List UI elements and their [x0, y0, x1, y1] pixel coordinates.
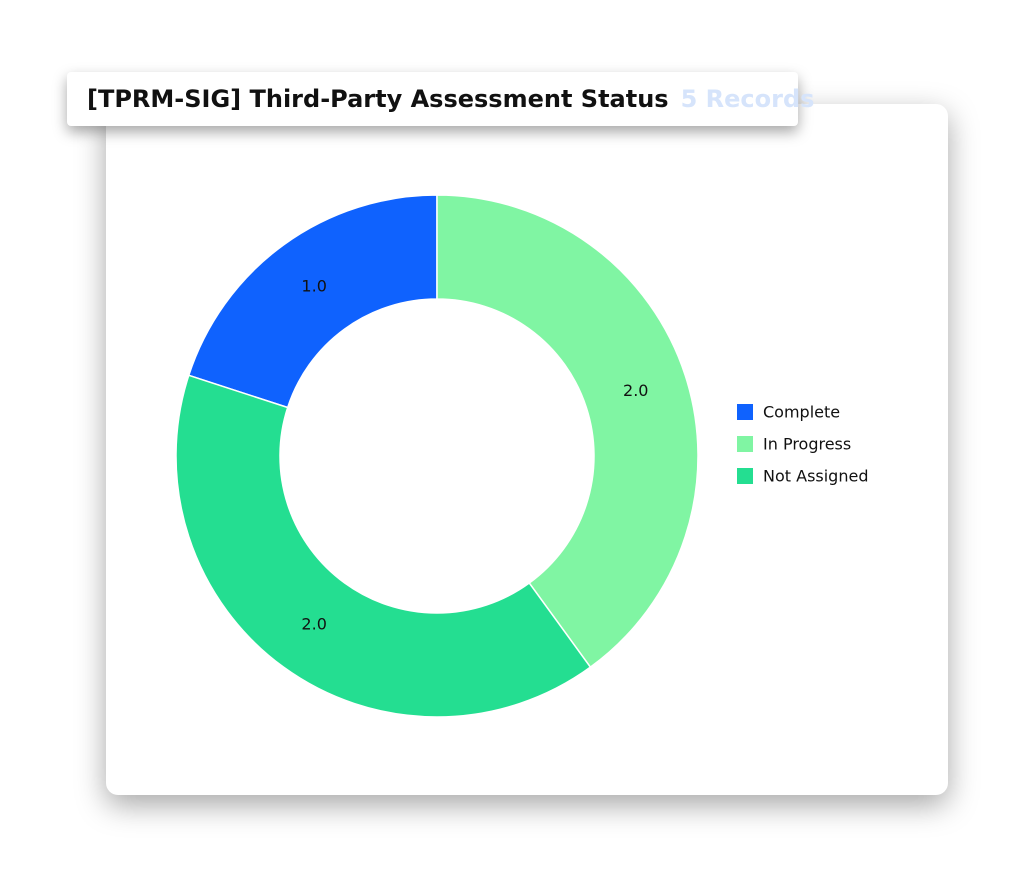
legend-swatch	[737, 404, 753, 420]
legend-label: In Progress	[763, 435, 851, 454]
value-label: 1.0	[301, 276, 326, 295]
legend-label: Not Assigned	[763, 467, 868, 486]
legend-swatch	[737, 468, 753, 484]
title-box: [TPRM-SIG] Third-Party Assessment Status…	[67, 72, 814, 126]
donut-slice	[187, 194, 438, 409]
value-label: 2.0	[301, 615, 326, 634]
value-label: 2.0	[623, 381, 648, 400]
record-count: 5 Records	[680, 85, 815, 113]
legend-swatch	[737, 436, 753, 452]
donut-slice	[436, 194, 699, 669]
chart-title: [TPRM-SIG] Third-Party Assessment Status	[87, 85, 669, 113]
legend-label: Complete	[763, 403, 840, 422]
donut-slice	[175, 374, 592, 718]
